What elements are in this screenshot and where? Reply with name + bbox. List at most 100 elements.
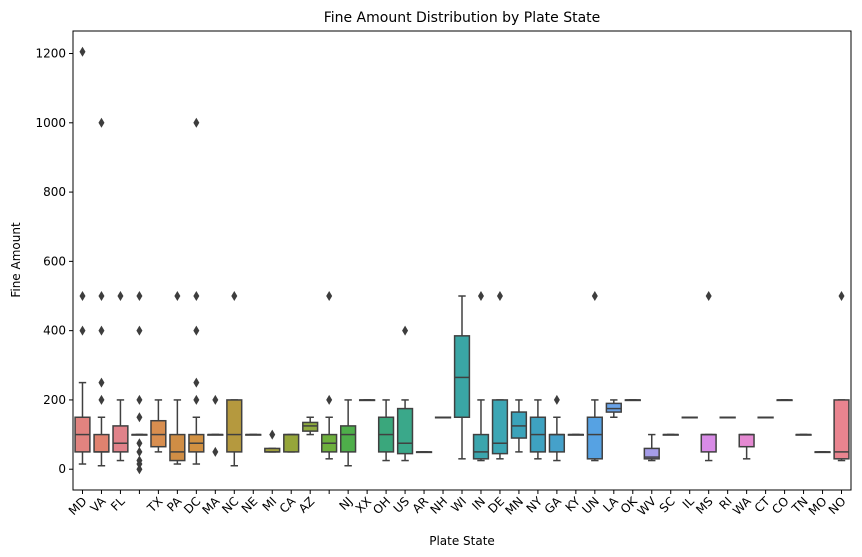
x-tick-label: KY [563, 494, 584, 515]
box-body [510, 411, 528, 439]
box-body [605, 402, 622, 413]
x-tick-label: UN [579, 494, 601, 516]
box-ri [719, 416, 736, 419]
outlier-point [193, 325, 200, 336]
box-body [169, 433, 186, 462]
x-tick-label: WI [448, 494, 469, 515]
x-tick-label: SC [657, 494, 678, 515]
outlier-point [496, 291, 503, 302]
y-tick-label: 0 [58, 462, 66, 476]
y-axis-label: Fine Amount [9, 222, 23, 298]
box-body [453, 335, 471, 419]
box-body [491, 399, 509, 455]
box-body [548, 433, 566, 453]
y-tick-label: 200 [43, 393, 66, 407]
outlier-point [98, 394, 105, 405]
outlier-point [193, 291, 200, 302]
outlier-point [136, 291, 143, 302]
outlier-point [193, 377, 200, 388]
box-ms [700, 291, 717, 462]
outlier-point [136, 438, 143, 449]
box-body [339, 425, 357, 453]
box-va [93, 117, 110, 467]
box-tx [150, 399, 167, 453]
y-axis: 0 200 400 600 800 1000 1200 [35, 47, 73, 476]
box-body [283, 433, 300, 453]
outlier-point [136, 325, 143, 336]
box-body [150, 419, 167, 448]
box-la [605, 399, 622, 419]
x-tick-label: MI [260, 494, 280, 514]
outlier-point [98, 291, 105, 302]
outlier-point [136, 455, 143, 466]
outlier-point [402, 325, 409, 336]
box-dc [188, 117, 205, 465]
x-tick-label: CT [752, 494, 773, 515]
outlier-point [553, 394, 560, 405]
box-ok [624, 399, 641, 402]
outlier-point [136, 464, 143, 475]
box-fl [112, 291, 129, 462]
x-tick-label: FL [108, 494, 128, 514]
outlier-point [212, 394, 219, 405]
outlier-point [591, 291, 598, 302]
box-ky [567, 433, 585, 436]
box-co [776, 399, 793, 402]
box-ar [415, 451, 433, 454]
x-tick-label: NO [826, 494, 849, 517]
box-xx [358, 399, 376, 402]
box-az [302, 416, 319, 436]
outlier-point [136, 446, 143, 457]
x-tick-label: DE [485, 494, 507, 516]
box-in [472, 291, 490, 462]
box-md [74, 46, 91, 465]
outlier-point [326, 291, 333, 302]
y-tick-label: 600 [43, 254, 66, 268]
box-ma [207, 394, 224, 457]
box-body [226, 399, 243, 453]
box-mo [814, 451, 831, 454]
x-tick-label: WA [730, 494, 754, 518]
y-tick-label: 1000 [35, 116, 66, 130]
box-nj [339, 399, 357, 467]
outlier-point [212, 446, 219, 457]
x-tick-label: IN [469, 494, 488, 513]
outlier-point [838, 291, 845, 302]
box-nh [434, 416, 452, 419]
x-tick-label: VA [88, 494, 110, 516]
y-tick-label: 1200 [35, 47, 66, 61]
box-body [586, 416, 603, 460]
box-mn [510, 399, 528, 453]
x-tick-label: MD [66, 494, 90, 518]
outlier-point [269, 429, 276, 440]
outlier-point [136, 412, 143, 423]
x-tick-label: TX [144, 494, 166, 516]
x-tick-label: NE [239, 494, 261, 516]
box-sc [662, 433, 679, 436]
x-tick-label: PA [164, 494, 185, 515]
outlier-point [98, 325, 105, 336]
box-ny [529, 399, 547, 460]
box-pa [169, 291, 186, 465]
box-body [700, 433, 717, 453]
outlier-point [193, 394, 200, 405]
outlier-point [231, 291, 238, 302]
box-nc [226, 291, 243, 467]
x-tick-label: GA [542, 494, 565, 517]
x-tick-label: AZ [296, 494, 318, 516]
box-us [396, 325, 414, 462]
outlier-point [79, 46, 86, 57]
box-mi [264, 429, 281, 453]
box-body [472, 433, 490, 460]
box-wv [643, 433, 660, 462]
outlier-point [98, 377, 105, 388]
box-body [833, 399, 850, 460]
outlier-point [193, 117, 200, 128]
box-body [302, 421, 319, 432]
outlier-point [79, 325, 86, 336]
box-de [491, 291, 509, 460]
x-tick-label: AR [410, 494, 432, 516]
x-tick-label: US [391, 494, 413, 516]
outlier-point [117, 291, 124, 302]
box-body [93, 433, 110, 453]
